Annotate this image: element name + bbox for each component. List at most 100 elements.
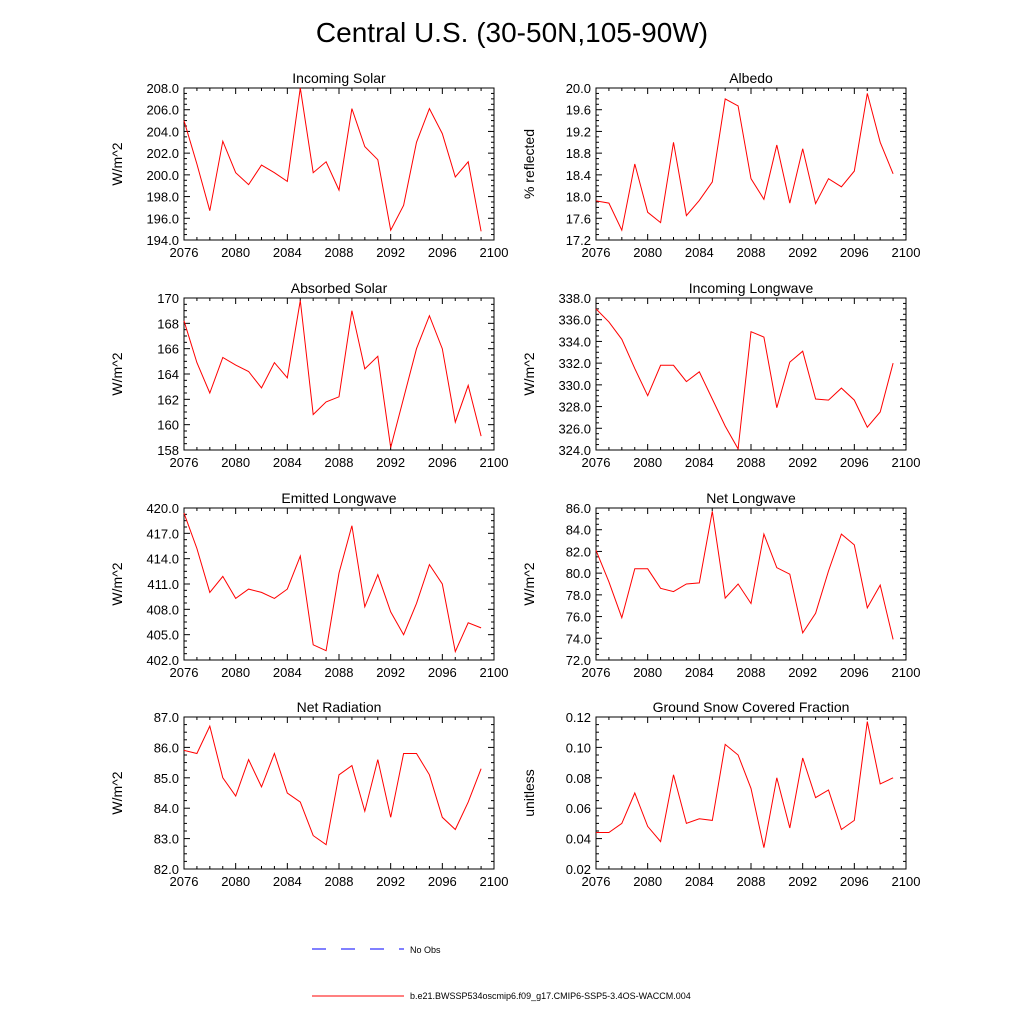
plot-frame — [595, 716, 907, 870]
legend: No Obs b.e21.BWSSP534oscmip6.f09_g17.CMI… — [312, 945, 691, 1001]
y-axis-label: W/m^2 — [109, 771, 125, 814]
x-tick-label: 2080 — [633, 455, 662, 470]
panel-absorbed-solar: Absorbed Solar W/m^2 2076 2080 2084 2088 2092 2… — [109, 280, 508, 470]
y-tick-label: 208.0 — [146, 81, 179, 96]
y-tick-label: 162 — [157, 392, 179, 407]
x-tick-label: 2076 — [582, 245, 611, 260]
y-tick-label: 158 — [157, 443, 179, 458]
panel-title: Emitted Longwave — [281, 490, 396, 506]
y-tick-label: 336.0 — [558, 313, 591, 328]
y-axis-label: W/m^2 — [109, 142, 125, 185]
y-tick-label: 411.0 — [147, 577, 179, 592]
x-tick-label: 2096 — [840, 874, 869, 889]
legend-series-label: b.e21.BWSSP534oscmip6.f09_g17.CMIP6-SSP5… — [410, 991, 691, 1001]
x-tick-label: 2080 — [221, 874, 250, 889]
panel-title: Incoming Solar — [292, 70, 386, 86]
x-tick-label: 2096 — [428, 665, 457, 680]
y-tick-label: 84.0 — [154, 801, 179, 816]
y-tick-label: 18.0 — [566, 190, 591, 205]
y-tick-label: 74.0 — [566, 631, 591, 646]
y-tick-label: 80.0 — [566, 566, 591, 581]
panel-emitted-longwave: Emitted Longwave W/m^2 2076 2080 2084 2088 209… — [109, 490, 508, 680]
y-axis-label: W/m^2 — [521, 562, 537, 605]
x-tick-label: 2092 — [788, 874, 817, 889]
panel-incoming-longwave: Incoming Longwave W/m^2 2076 2080 2084 2088 20… — [521, 280, 920, 470]
x-tick-label: 2084 — [273, 455, 302, 470]
x-tick-label: 2092 — [376, 455, 405, 470]
y-tick-label: 17.6 — [566, 211, 591, 226]
x-tick-label: 2096 — [428, 455, 457, 470]
y-tick-label: 18.8 — [566, 146, 591, 161]
x-tick-label: 2100 — [480, 245, 509, 260]
x-tick-label: 2100 — [480, 665, 509, 680]
panel-grid: Incoming Solar W/m^2 2076 2080 2084 2088 2092 2… — [109, 70, 920, 889]
x-tick-label: 2080 — [633, 245, 662, 260]
y-tick-label: 328.0 — [558, 400, 591, 415]
x-tick-label: 2076 — [170, 245, 199, 260]
y-tick-label: 402.0 — [146, 653, 179, 668]
plot-frame — [595, 87, 907, 241]
x-tick-label: 2084 — [273, 665, 302, 680]
y-tick-label: 0.12 — [566, 710, 591, 725]
y-tick-label: 326.0 — [558, 421, 591, 436]
x-tick-label: 2088 — [325, 455, 354, 470]
x-tick-label: 2080 — [221, 665, 250, 680]
y-tick-label: 196.0 — [146, 211, 179, 226]
series-line — [183, 87, 482, 232]
panel-title: Absorbed Solar — [291, 280, 388, 296]
x-tick-label: 2100 — [892, 665, 921, 680]
x-tick-label: 2076 — [170, 455, 199, 470]
y-tick-label: 324.0 — [558, 443, 591, 458]
panel-title: Net Longwave — [706, 490, 796, 506]
y-tick-label: 87.0 — [154, 710, 179, 725]
y-tick-label: 82.0 — [566, 544, 591, 559]
y-tick-label: 338.0 — [558, 291, 591, 306]
x-tick-label: 2088 — [325, 874, 354, 889]
y-tick-label: 198.0 — [146, 190, 179, 205]
x-tick-label: 2096 — [840, 245, 869, 260]
x-tick-label: 2076 — [582, 874, 611, 889]
plot-frame — [595, 507, 907, 661]
x-tick-label: 2100 — [892, 874, 921, 889]
x-tick-label: 2092 — [788, 665, 817, 680]
panel-title: Albedo — [729, 70, 773, 86]
panel-title: Ground Snow Covered Fraction — [653, 699, 850, 715]
y-tick-label: 160 — [157, 418, 179, 433]
series-line — [595, 308, 894, 451]
x-tick-label: 2092 — [788, 455, 817, 470]
y-tick-label: 408.0 — [146, 602, 179, 617]
y-tick-label: 78.0 — [566, 588, 591, 603]
x-tick-label: 2084 — [685, 245, 714, 260]
x-tick-label: 2084 — [685, 874, 714, 889]
series-line — [183, 724, 482, 846]
x-tick-label: 2096 — [428, 874, 457, 889]
panel-title: Net Radiation — [297, 699, 382, 715]
x-tick-label: 2092 — [376, 874, 405, 889]
x-tick-label: 2092 — [376, 245, 405, 260]
series-line — [595, 511, 894, 640]
y-tick-label: 168 — [157, 316, 179, 331]
y-tick-label: 0.02 — [566, 862, 591, 877]
panel-net-radiation: Net Radiation W/m^2 2076 2080 2084 2088 2092 20… — [109, 699, 508, 889]
x-tick-label: 2076 — [582, 665, 611, 680]
x-tick-label: 2096 — [840, 455, 869, 470]
x-tick-label: 2096 — [840, 665, 869, 680]
x-tick-label: 2076 — [170, 665, 199, 680]
legend-obs-label: No Obs — [410, 945, 441, 955]
x-tick-label: 2076 — [170, 874, 199, 889]
y-tick-label: 86.0 — [566, 501, 591, 516]
x-tick-label: 2088 — [737, 665, 766, 680]
y-tick-label: 200.0 — [146, 168, 179, 183]
y-tick-label: 334.0 — [558, 334, 591, 349]
y-tick-label: 405.0 — [146, 628, 179, 643]
y-axis-label: unitless — [521, 769, 537, 816]
y-tick-label: 194.0 — [146, 233, 179, 248]
y-tick-label: 82.0 — [154, 862, 179, 877]
panel-title: Incoming Longwave — [689, 280, 814, 296]
y-tick-label: 0.08 — [566, 771, 591, 786]
y-tick-label: 206.0 — [146, 103, 179, 118]
x-tick-label: 2080 — [221, 245, 250, 260]
plot-frame — [183, 297, 495, 451]
y-tick-label: 164 — [157, 367, 179, 382]
series-line — [595, 93, 894, 232]
